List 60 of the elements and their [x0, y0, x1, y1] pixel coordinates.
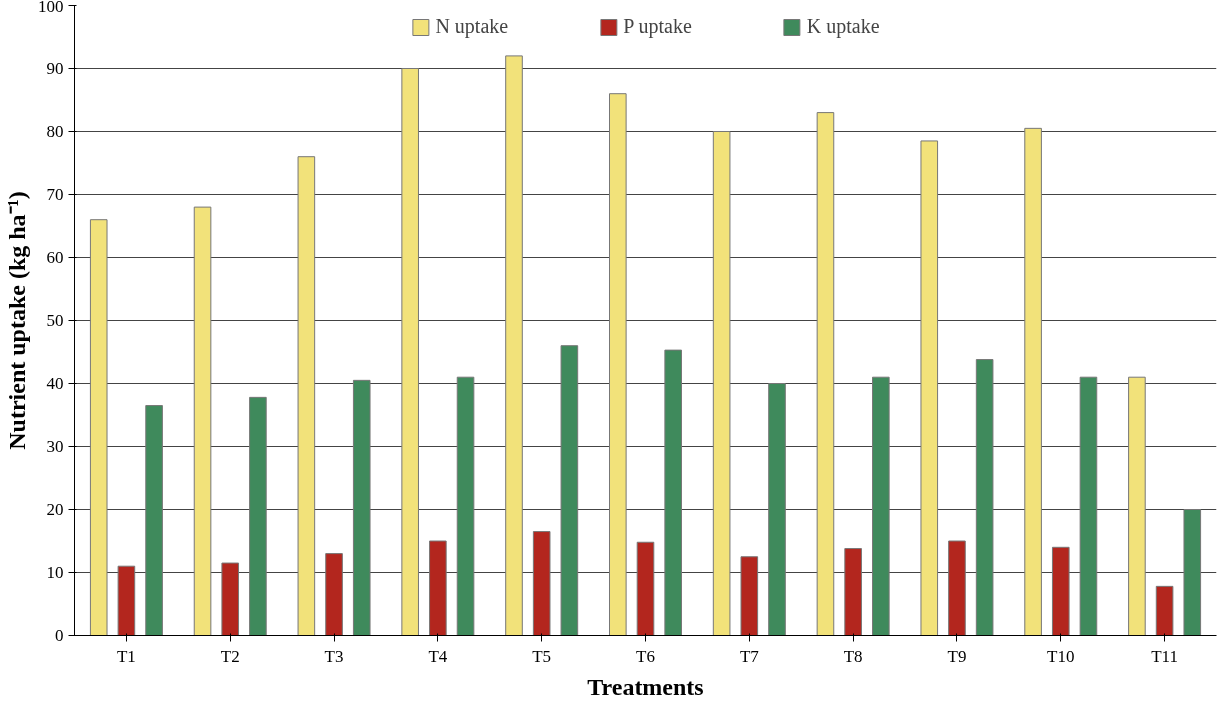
bar [1128, 376, 1146, 636]
y-axis-title: Nutrient uptake (kg ha⁻¹) [4, 191, 30, 450]
x-tick-label: T5 [532, 646, 552, 666]
bar [297, 156, 316, 636]
bar [768, 383, 786, 636]
x-tick-label: T8 [843, 646, 863, 666]
bar [712, 131, 731, 636]
y-tick-label: 90 [46, 59, 64, 78]
bar [89, 219, 108, 636]
legend-label: P uptake [623, 15, 692, 38]
bar [560, 345, 579, 636]
x-tick-label: T1 [116, 646, 136, 666]
legend-label: N uptake [435, 15, 509, 38]
bar [193, 206, 212, 636]
y-tick-label: 10 [46, 563, 64, 582]
bar [664, 349, 682, 636]
bar [352, 379, 371, 636]
bar [145, 405, 163, 636]
bar [872, 376, 890, 636]
x-tick-label: T4 [428, 646, 448, 666]
bar [249, 396, 267, 636]
x-tick-label: T2 [220, 646, 240, 666]
y-tick-label: 0 [55, 626, 64, 645]
x-tick-label: T3 [324, 646, 344, 666]
bar [816, 112, 835, 636]
y-tick-label: 70 [46, 185, 64, 204]
bar [401, 68, 419, 636]
bar [1155, 585, 1174, 636]
y-tick-label: 20 [46, 500, 64, 519]
x-tick-label: T10 [1047, 646, 1075, 666]
bar [505, 55, 523, 636]
bar [1024, 127, 1042, 636]
y-tick-label: 40 [46, 374, 64, 393]
bar [920, 140, 939, 636]
y-tick-label: 30 [46, 437, 64, 456]
bar [1183, 509, 1202, 636]
x-tick-label: T11 [1151, 646, 1178, 666]
x-tick-label: T9 [947, 646, 967, 666]
bar [429, 540, 447, 636]
y-tick-label: 60 [46, 248, 64, 267]
bar [1079, 376, 1098, 636]
x-tick-label: T6 [636, 646, 655, 666]
bar [609, 93, 627, 636]
y-tick-label: 100 [38, 0, 64, 16]
x-axis-title: Treatments [587, 673, 704, 700]
x-tick-label: T7 [739, 646, 760, 666]
legend-label: K uptake [806, 15, 880, 38]
bar [456, 376, 475, 636]
bar [1051, 546, 1070, 636]
bar [636, 541, 655, 636]
bar [975, 359, 994, 636]
bar [221, 562, 240, 636]
y-tick-label: 50 [46, 311, 64, 330]
bar [532, 531, 551, 636]
bar [740, 556, 759, 636]
bar [948, 540, 966, 636]
bar [844, 548, 862, 636]
bar [117, 565, 136, 636]
y-tick-label: 80 [46, 122, 64, 141]
bar [325, 553, 343, 636]
